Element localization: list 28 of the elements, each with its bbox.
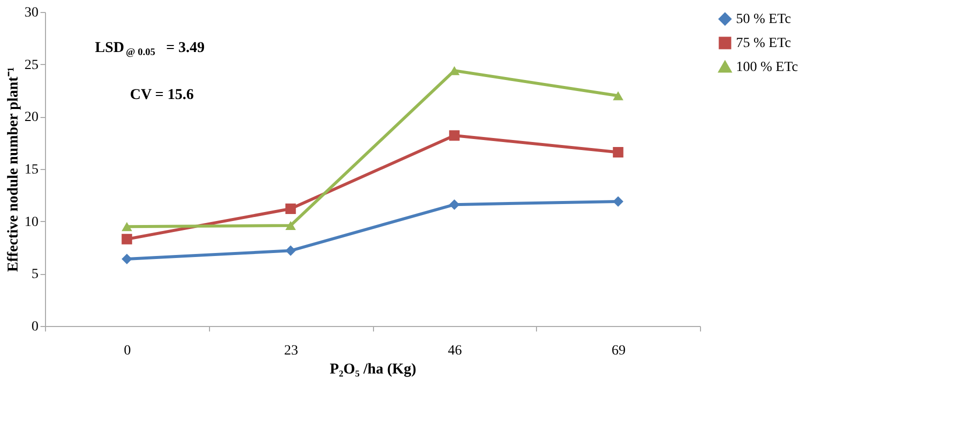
y-tick-label: 30 [24,6,38,20]
point [612,196,624,207]
x-tick-label: 23 [284,344,298,358]
y-axis-title: Effective nodule number plant⁻¹ [6,67,22,272]
x-tick-label: 0 [124,344,131,358]
legend-label: 100 % ETc [736,60,798,75]
y-tick-label: 0 [32,320,38,334]
x-axis-title: P₂O₅ /ha (Kg) [330,362,416,378]
x-tick-label: 69 [612,344,626,358]
y-tick-label: 25 [24,58,38,73]
point [285,220,296,230]
legend-label: 75 % ETc [736,36,792,51]
legend-label: 50 % ETc [736,12,792,27]
x-tick-label: 46 [448,344,462,358]
point [612,147,624,158]
point [285,245,296,256]
point [449,199,460,210]
point [122,254,132,264]
point [449,130,460,141]
point [612,91,624,100]
y-tick-label: 15 [24,162,38,178]
point [122,222,132,232]
y-tick-label: 10 [24,214,38,230]
y-tick-label: 20 [24,110,38,126]
point [122,234,132,244]
y-tick-label: 5 [32,267,38,282]
point [285,204,296,214]
annotation: CV = 15.6 [130,87,194,103]
